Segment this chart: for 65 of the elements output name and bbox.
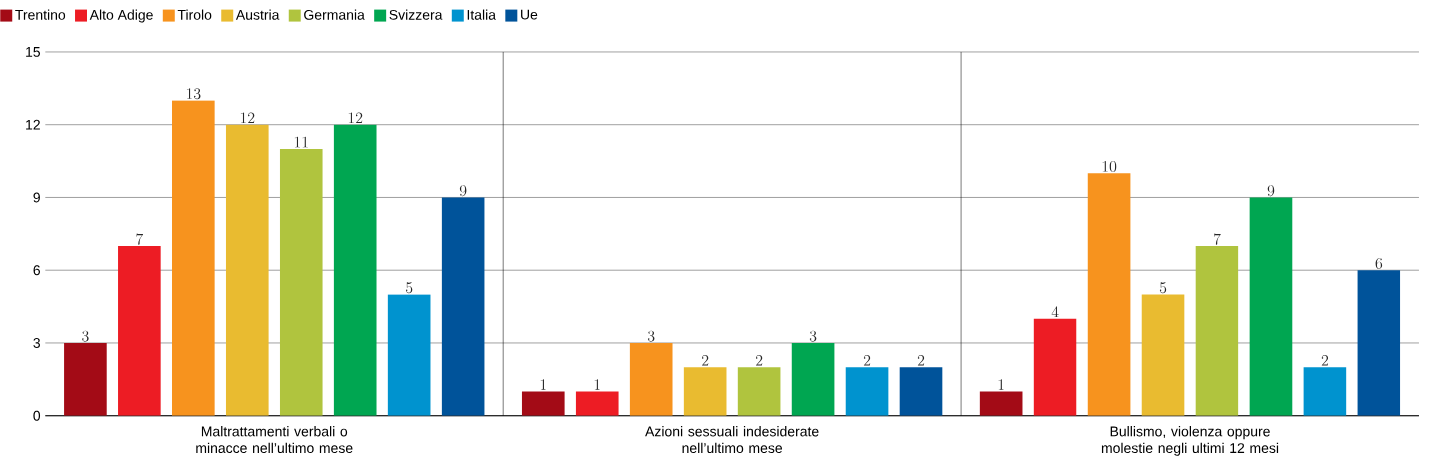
bar xyxy=(575,391,619,416)
data-label: 2 xyxy=(755,354,763,366)
bar xyxy=(1303,367,1347,416)
bar xyxy=(629,342,673,416)
bar xyxy=(979,391,1023,416)
x-tick-label: Azioni sessuali indesiderate nell’ultimo mese xyxy=(645,426,819,454)
bar xyxy=(737,367,781,416)
bar xyxy=(1195,245,1239,416)
data-label: 1 xyxy=(594,379,600,390)
data-label: 7 xyxy=(1213,233,1221,245)
bar xyxy=(791,342,835,416)
y-tick-label: 0 xyxy=(33,410,41,421)
legend-label: Alto Adige xyxy=(89,9,153,23)
data-label: 13 xyxy=(186,88,201,100)
data-label: 5 xyxy=(1159,282,1167,294)
bar xyxy=(1249,197,1293,416)
bar xyxy=(172,100,215,416)
x-tick-label: Maltrattamenti verbali o minacce nell’ultimo mese xyxy=(196,426,353,454)
bar xyxy=(845,367,889,416)
y-tick-label: 9 xyxy=(33,192,40,203)
data-label: 3 xyxy=(809,330,817,342)
bar xyxy=(521,391,565,416)
data-label: 6 xyxy=(1375,257,1383,269)
bar xyxy=(683,367,727,416)
data-label: 9 xyxy=(459,185,467,197)
y-tick-label: 6 xyxy=(33,265,40,276)
data-label: 1 xyxy=(998,379,1004,390)
data-label: 9 xyxy=(1267,185,1275,197)
data-label: 5 xyxy=(406,282,413,294)
data-label: 1 xyxy=(540,379,546,390)
data-label: 2 xyxy=(1321,354,1329,366)
legend-label: Svizzera xyxy=(389,9,443,20)
legend-label: Ue xyxy=(521,9,538,20)
bar xyxy=(118,245,161,416)
legend-label: Italia xyxy=(467,9,496,20)
y-tick-label: 15 xyxy=(26,47,41,57)
bar xyxy=(1357,270,1401,416)
bar xyxy=(64,342,107,416)
data-label: 12 xyxy=(348,112,363,124)
bar xyxy=(441,197,485,416)
bar xyxy=(1141,294,1185,416)
legend-label: Germania xyxy=(304,9,365,20)
y-tick-label: 12 xyxy=(26,119,40,130)
data-label: 7 xyxy=(136,233,144,245)
data-label: 12 xyxy=(240,112,255,124)
bar xyxy=(333,124,377,416)
data-label: 4 xyxy=(1051,306,1059,318)
y-tick-label: 3 xyxy=(33,338,40,348)
legend-label: Tirolo xyxy=(177,9,212,20)
legend-label: Austria xyxy=(235,9,280,20)
bar xyxy=(899,367,943,416)
bar xyxy=(225,124,269,416)
data-label: 2 xyxy=(702,354,709,366)
data-label: 11 xyxy=(294,136,308,148)
bar xyxy=(1033,318,1077,416)
legend-label: Trentino xyxy=(15,9,66,20)
data-label: 2 xyxy=(863,354,871,366)
data-label: 10 xyxy=(1102,160,1117,172)
data-label: 3 xyxy=(647,330,655,342)
data-label: 3 xyxy=(82,330,89,342)
bar xyxy=(1087,173,1131,416)
bar xyxy=(387,294,431,416)
data-label: 2 xyxy=(917,354,925,366)
bar xyxy=(279,148,323,416)
x-tick-label: Bullismo, violenza oppure molestie negli ultimi 12 mesi xyxy=(1101,426,1279,456)
